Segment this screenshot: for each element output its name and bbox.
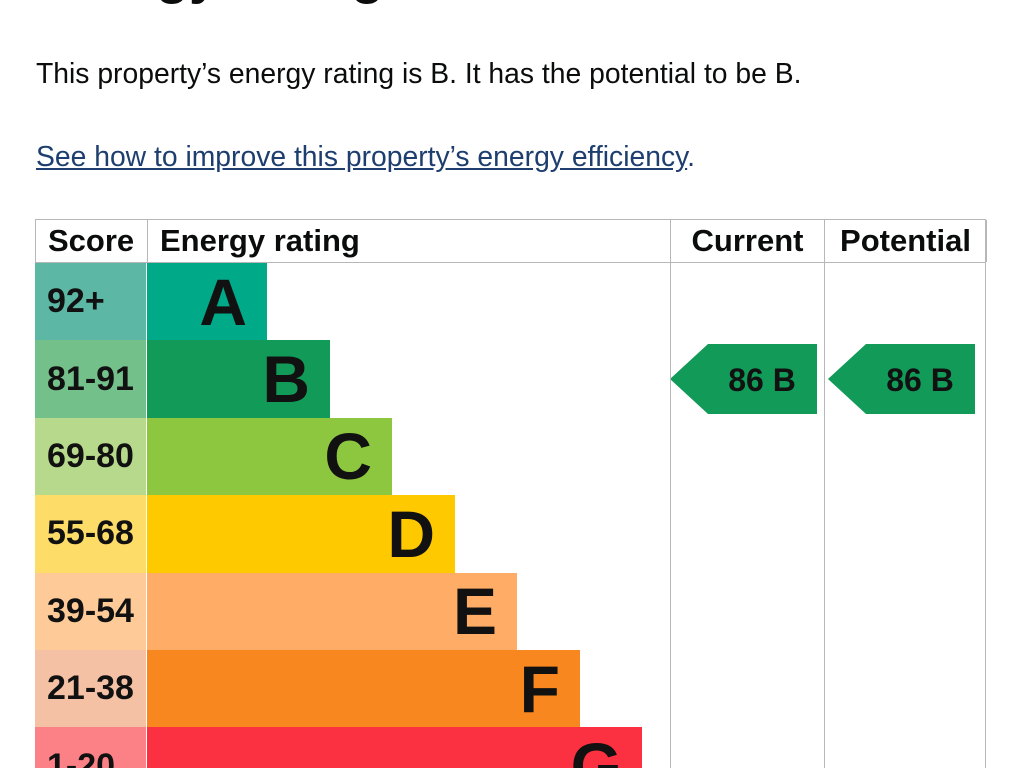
svg-text:86 B: 86 B [728,362,796,398]
svg-text:86 B: 86 B [886,362,954,398]
